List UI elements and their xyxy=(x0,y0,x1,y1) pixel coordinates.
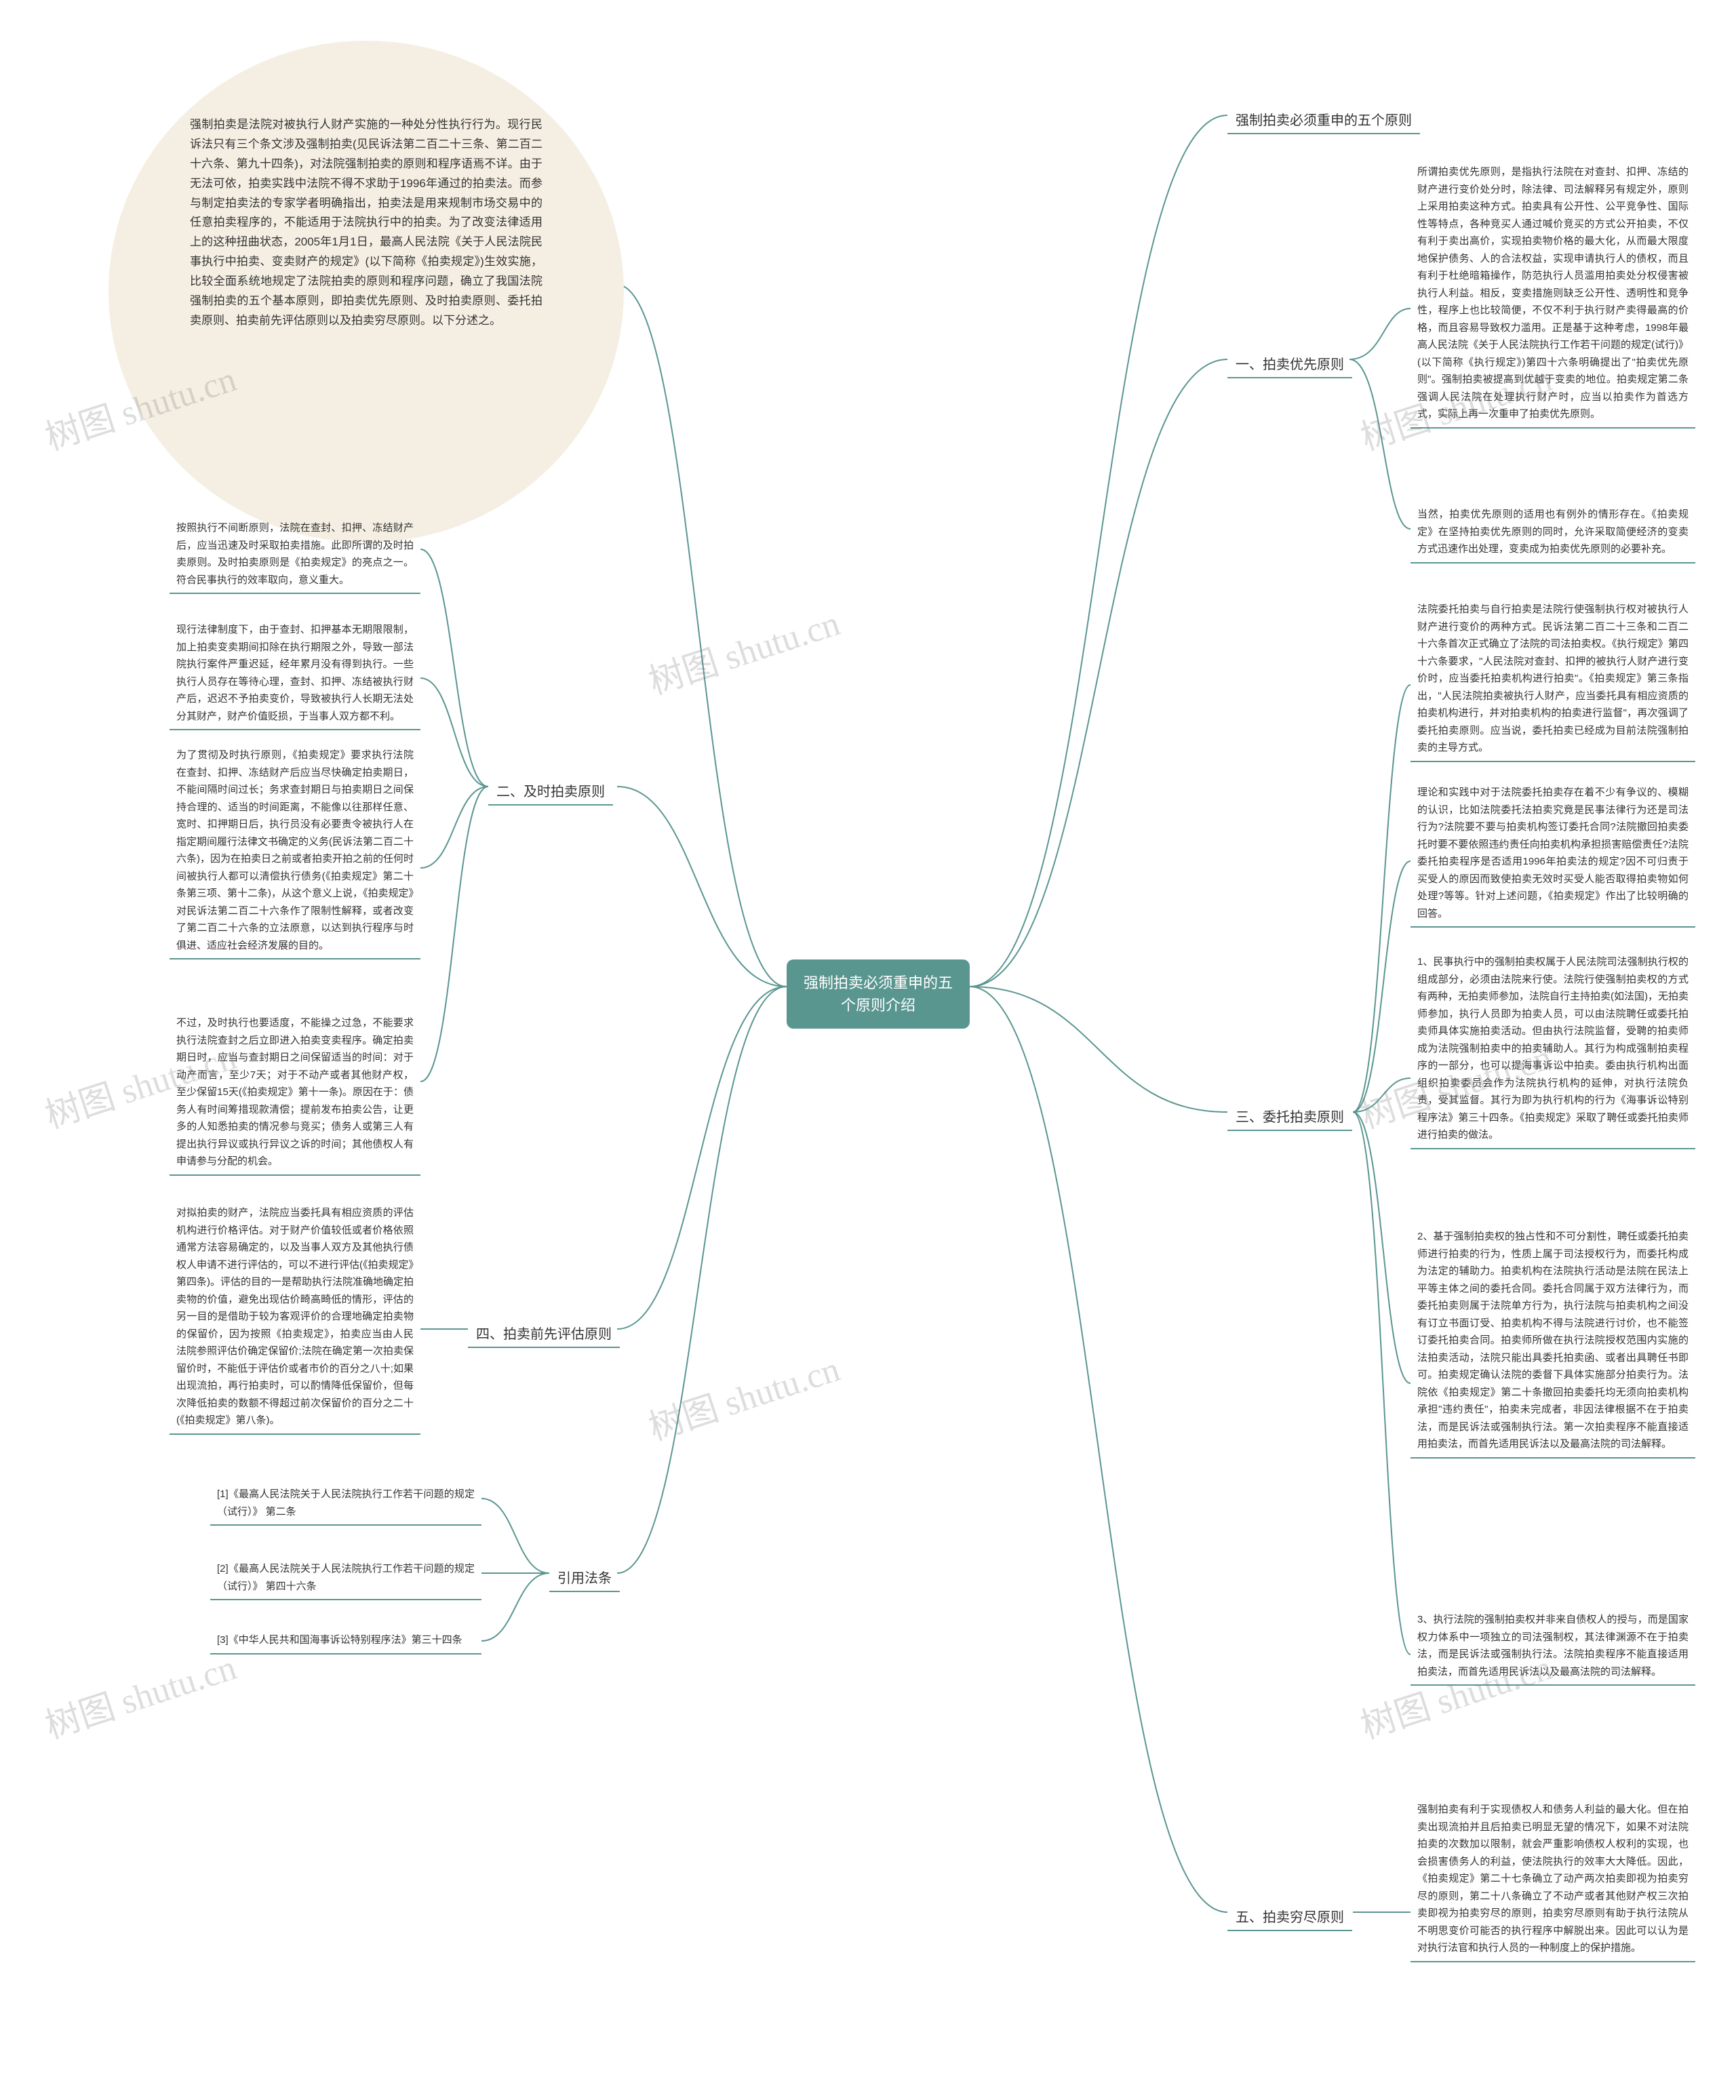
detail-r3a: 法院委托拍卖与自行拍卖是法院行使强制执行权对被执行人财产进行变价的两种方式。民诉… xyxy=(1410,597,1695,762)
detail-l2d: 不过，及时执行也要适度，不能操之过急，不能要求执行法院查封之后立即进入拍卖变卖程… xyxy=(170,1010,420,1176)
detail-l2a: 按照执行不间断原则，法院在查封、扣押、冻结财产后，应当迅速及时采取拍卖措施。此即… xyxy=(170,515,420,594)
detail-ref1: [1]《最高人民法院关于人民法院执行工作若干问题的规定（试行）》 第二条 xyxy=(210,1482,481,1526)
detail-r3e: 3、执行法院的强制拍卖权并非来自债权人的授与，而是国家权力体系中一项独立的司法强… xyxy=(1410,1607,1695,1686)
watermark: 树图 shutu.cn xyxy=(642,595,846,704)
topic-2[interactable]: 二、及时拍卖原则 xyxy=(488,776,613,806)
topic-5[interactable]: 五、拍卖穷尽原则 xyxy=(1227,1902,1352,1931)
detail-r3d: 2、基于强制拍卖权的独占性和不可分割性，聘任或委托拍卖师进行拍卖的行为，性质上属… xyxy=(1410,1224,1695,1459)
detail-l4a: 对拟拍卖的财产，法院应当委托具有相应资质的评估机构进行价格评估。对于财产价值较低… xyxy=(170,1200,420,1435)
detail-l2b: 现行法律制度下，由于查封、扣押基本无期限限制，加上拍卖变卖期间扣除在执行期限之外… xyxy=(170,617,420,730)
right-title-node[interactable]: 强制拍卖必须重申的五个原则 xyxy=(1227,105,1420,134)
detail-r1b: 当然，拍卖优先原则的适用也有例外的情形存在。《拍卖规定》在坚持拍卖优先原则的同时… xyxy=(1410,502,1695,563)
topic-ref[interactable]: 引用法条 xyxy=(549,1563,620,1592)
intro-text-block: 强制拍卖是法院对被执行人财产实施的一种处分性执行行为。现行民诉法只有三个条文涉及… xyxy=(108,41,624,542)
topic-1[interactable]: 一、拍卖优先原则 xyxy=(1227,349,1352,378)
watermark: 树图 shutu.cn xyxy=(38,1639,242,1748)
detail-ref3: [3]《中华人民共和国海事诉讼特别程序法》第三十四条 xyxy=(210,1627,481,1655)
detail-r1a: 所谓拍卖优先原则，是指执行法院在对查封、扣押、冻结的财产进行变价处分时，除法律、… xyxy=(1410,159,1695,429)
watermark: 树图 shutu.cn xyxy=(642,1341,846,1450)
detail-r3b: 理论和实践中对于法院委托拍卖存在着不少有争议的、模糊的认识，比如法院委托法拍卖究… xyxy=(1410,780,1695,928)
topic-4[interactable]: 四、拍卖前先评估原则 xyxy=(468,1319,620,1348)
detail-r3c: 1、民事执行中的强制拍卖权属于人民法院司法强制执行权的组成部分，必须由法院来行使… xyxy=(1410,949,1695,1149)
central-node[interactable]: 强制拍卖必须重申的五个原则介绍 xyxy=(787,959,970,1029)
detail-r5a: 强制拍卖有利于实现债权人和债务人利益的最大化。但在拍卖出现流拍并且后拍卖已明显无… xyxy=(1410,1797,1695,1962)
topic-3[interactable]: 三、委托拍卖原则 xyxy=(1227,1102,1352,1131)
detail-l2c: 为了贯彻及时执行原则，《拍卖规定》要求执行法院在查封、扣押、冻结财产后应当尽快确… xyxy=(170,742,420,959)
detail-ref2: [2]《最高人民法院关于人民法院执行工作若干问题的规定（试行）》 第四十六条 xyxy=(210,1556,481,1600)
